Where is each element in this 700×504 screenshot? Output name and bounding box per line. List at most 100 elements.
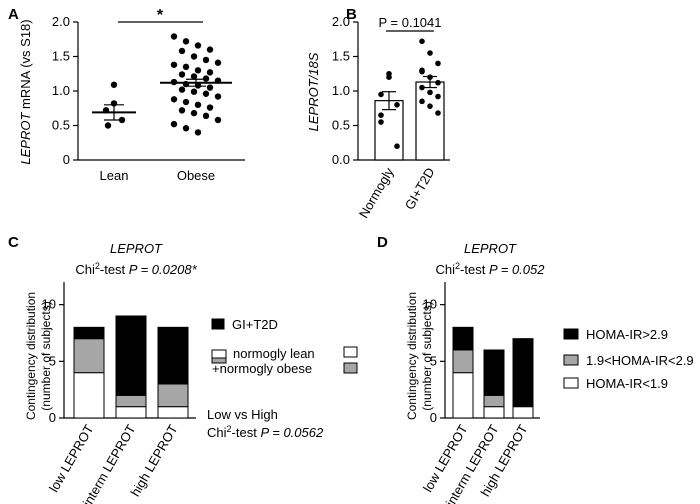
c-legend-label: normogly lean: [233, 346, 315, 361]
a-data-point: [214, 116, 222, 124]
a-data-point: [182, 38, 190, 45]
panel-label: D: [377, 234, 388, 251]
b-data-point: [427, 50, 433, 56]
a-data-point: [206, 84, 214, 91]
a-data-point: [190, 109, 198, 117]
b-data-point: [386, 74, 392, 80]
c-bar-segment: [73, 338, 105, 374]
c-legend-label: +normogly obese: [212, 361, 312, 376]
b-ytick-label: 0.0: [332, 152, 350, 167]
c-ytick-label: 5: [49, 353, 56, 368]
c-bar-segment: [73, 326, 105, 340]
c-legend-label: GI+T2D: [232, 317, 278, 332]
a-data-point: [178, 71, 186, 78]
b-data-point: [394, 102, 400, 108]
b-x-tick-label: Normogly: [356, 165, 397, 221]
a-data-point: [110, 81, 118, 88]
c-bar-segment: [73, 372, 105, 419]
b-data-point: [419, 84, 425, 91]
b-data-point: [378, 91, 384, 98]
c-legend-swatch-t2d: [211, 318, 225, 330]
a-data-point: [202, 56, 210, 64]
a-ytick-label: 1.5: [52, 49, 70, 64]
a-data-point: [104, 122, 112, 129]
b-ytick-label: 1.0: [332, 83, 350, 98]
c-subtest-line: Chi2-test P = 0.0562: [207, 424, 324, 440]
b-data-point: [435, 79, 441, 86]
c-ytick-label: 10: [42, 297, 56, 312]
panel-label: C: [8, 234, 19, 251]
c-legend-swatch-gray: [211, 357, 227, 364]
b-y-axis-label: LEPROT/18S: [306, 52, 321, 131]
a-ytick-label: 2.0: [52, 14, 70, 29]
a-data-point: [170, 120, 178, 128]
d-bar-segment: [452, 326, 474, 351]
a-data-point: [182, 63, 190, 71]
c-ytick-label: 0: [49, 410, 56, 425]
d-legend-swatch: [563, 328, 579, 340]
b-x-tick-label: GI+T2D: [402, 165, 438, 212]
c-bar-segment: [157, 383, 189, 408]
a-data-point: [178, 86, 186, 93]
c-bar-segment: [115, 315, 147, 396]
c-legend-swatch-gray-right: [343, 362, 358, 374]
b-data-point: [435, 93, 441, 100]
c-bar-segment: [115, 406, 147, 419]
b-data-point: [378, 112, 384, 118]
d-legend-swatch: [563, 354, 579, 366]
b-data-point: [435, 60, 441, 67]
d-test-line: Chi2-test P = 0.052: [436, 261, 546, 277]
d-bar-segment: [512, 406, 534, 419]
c-legend-swatch-white: [211, 349, 227, 359]
a-data-point: [170, 33, 178, 40]
c-bar-segment: [115, 394, 147, 408]
b-ytick-label: 0.5: [332, 118, 350, 133]
b-data-point: [435, 110, 441, 116]
a-data-point: [190, 73, 198, 80]
d-bar-segment: [452, 372, 474, 419]
a-data-point: [214, 93, 222, 100]
d-y-axis-label: Contingency distribution(number of subje…: [405, 292, 434, 420]
a-data-point: [194, 42, 202, 49]
d-bar-segment: [452, 349, 474, 374]
a-data-point: [194, 101, 202, 109]
c-bar-segment: [157, 406, 189, 419]
a-data-point: [182, 98, 190, 106]
b-data-point: [427, 103, 433, 109]
panel-label: B: [346, 6, 357, 23]
d-ytick-label: 5: [430, 353, 437, 368]
d-ytick-label: 10: [423, 297, 437, 312]
d-bar-segment: [512, 338, 534, 408]
a-data-point: [182, 125, 190, 132]
a-data-point: [202, 112, 210, 120]
a-data-point: [194, 129, 202, 136]
a-data-point: [170, 61, 178, 68]
a-data-point: [206, 46, 214, 53]
d-legend-label: HOMA-IR>2.9: [586, 327, 668, 342]
a-data-point: [170, 96, 178, 103]
a-data-point: [214, 59, 222, 66]
d-legend-label: 1.9<HOMA-IR<2.9: [586, 353, 694, 368]
b-pvalue-label: P = 0.1041: [378, 15, 441, 30]
a-ytick-label: 1.0: [52, 83, 70, 98]
b-data-point: [419, 68, 425, 75]
a-data-point: [178, 47, 186, 55]
b-data-point: [427, 89, 433, 96]
a-data-point: [190, 88, 198, 95]
b-data-point: [419, 38, 425, 45]
d-bar-segment: [483, 406, 505, 419]
b-data-point: [427, 74, 433, 80]
a-data-point: [190, 53, 198, 60]
a-data-point: [178, 107, 186, 114]
b-data-point: [394, 143, 400, 149]
c-title: LEPROT: [110, 241, 163, 256]
c-subtest-title: Low vs High: [207, 407, 278, 422]
a-data-point: [206, 69, 214, 76]
a-significance-star: *: [157, 7, 164, 24]
d-bar-segment: [483, 394, 505, 408]
a-y-axis-label: LEPROT mRNA (vs S18): [18, 19, 33, 164]
c-y-axis-label: Contingency distribution(number of subje…: [24, 292, 53, 420]
a-x-tick-label: Lean: [100, 168, 129, 183]
a-ytick-label: 0.5: [52, 118, 70, 133]
